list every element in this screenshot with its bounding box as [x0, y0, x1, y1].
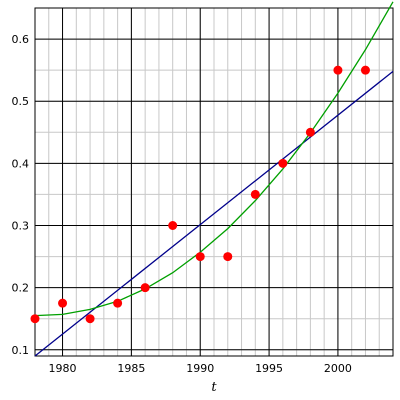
data-point — [113, 298, 123, 308]
data-point — [250, 189, 260, 199]
fit-curves — [34, 1, 394, 357]
data-point — [30, 314, 40, 324]
y-tick-label: 0.3 — [12, 220, 30, 233]
data-point — [195, 252, 205, 262]
x-axis-label: t — [211, 380, 217, 395]
y-tick-label: 0.6 — [12, 33, 30, 46]
data-point — [278, 158, 288, 168]
data-point — [223, 252, 233, 262]
data-point — [333, 65, 343, 75]
data-point — [168, 221, 178, 230]
major-grid — [34, 7, 394, 357]
data-point — [360, 65, 370, 75]
y-tick-label: 0.1 — [12, 344, 30, 357]
quadratic-fit-curve — [34, 1, 394, 317]
data-point — [140, 283, 150, 293]
x-tick-label: 1985 — [117, 362, 145, 375]
data-point — [85, 314, 95, 324]
x-tick-label: 1990 — [186, 362, 214, 375]
data-points — [30, 65, 370, 324]
tick-labels: 1980 1985 1990 1995 2000 0.1 0.2 0.3 0.4 0.5 0.6 — [12, 33, 352, 375]
y-tick-label: 0.5 — [12, 95, 30, 108]
y-tick-label: 0.4 — [12, 157, 30, 170]
x-tick-label: 1995 — [255, 362, 283, 375]
y-tick-label: 0.2 — [12, 282, 30, 295]
data-point — [58, 298, 68, 308]
plot-border — [34, 7, 394, 357]
x-tick-label: 1980 — [49, 362, 77, 375]
data-point — [305, 127, 315, 137]
x-tick-label: 2000 — [324, 362, 352, 375]
